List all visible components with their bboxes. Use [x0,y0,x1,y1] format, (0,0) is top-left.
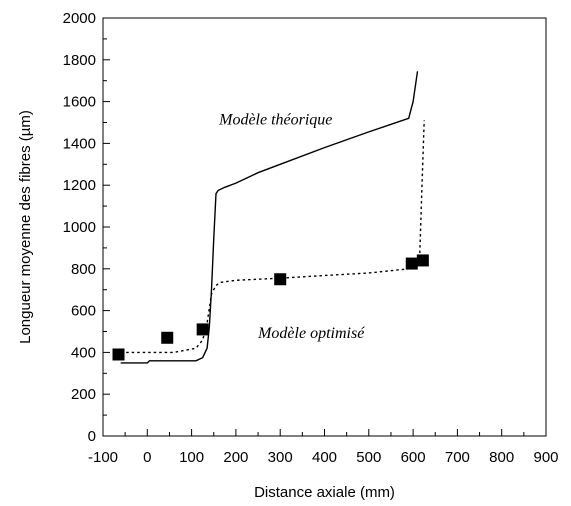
x-tick-label: 100 [179,449,204,466]
data-point-marker [405,257,418,270]
x-tick-label: 800 [489,449,514,466]
x-tick-label: 500 [356,449,381,466]
y-tick-label: 600 [71,303,96,320]
x-axis-title: Distance axiale (mm) [254,484,395,501]
data-point-marker [196,323,209,336]
y-tick-label: 0 [88,428,96,445]
data-point-marker [274,273,287,286]
x-tick-label: 200 [223,449,248,466]
x-tick-label: 300 [268,449,293,466]
optimized-model-line [120,120,425,354]
x-tick-label: 700 [445,449,470,466]
x-axis-ticks: -100 0 100 200 300 400 500 600 700 800 900 [88,429,559,466]
series-annotation: Modèle théorique [218,112,332,129]
data-point-marker [416,254,429,267]
y-tick-label: 400 [71,344,96,361]
plot-frame [102,17,547,437]
y-tick-label: 1200 [63,177,96,194]
data-point-marker [161,331,174,344]
y-tick-label: 1400 [63,135,96,152]
annotations: Modèle théorique Modèle optimisé [218,112,365,342]
x-tick-label: 900 [533,449,558,466]
y-tick-label: 2000 [63,10,96,27]
y-axis-title: Longueur moyenne des fibres (µm) [17,110,34,344]
y-tick-label: 1800 [63,52,96,69]
y-tick-label: 200 [71,386,96,403]
y-tick-label: 1600 [63,94,96,111]
plot-content [112,71,429,364]
x-tick-label: 600 [401,449,426,466]
y-axis-ticks: 0 200 400 600 800 1000 1200 1400 1600 1800 2000 [63,10,110,445]
series-annotation: Modèle optimisé [257,325,365,342]
y-tick-label: 800 [71,261,96,278]
theoretical-model-line [120,71,419,364]
x-tick-label: 0 [143,449,151,466]
y-tick-label: 1000 [63,219,96,236]
data-point-marker [112,348,125,361]
x-tick-label: 400 [312,449,337,466]
x-tick-label: -100 [88,449,118,466]
